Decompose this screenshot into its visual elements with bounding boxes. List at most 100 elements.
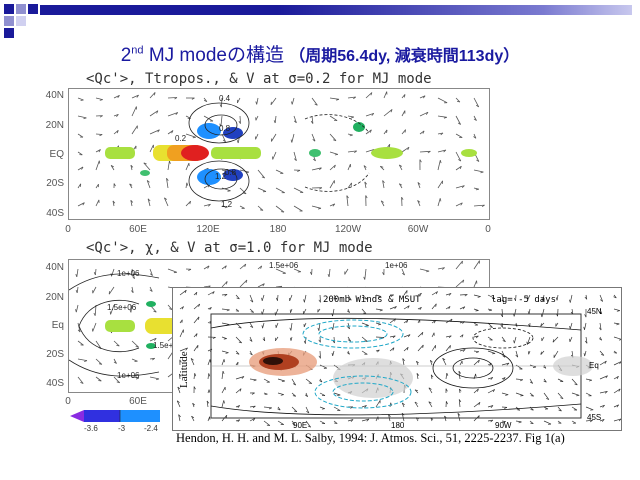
wind-arrow bbox=[203, 203, 211, 207]
wind-arrow-head bbox=[250, 299, 254, 303]
wind-arrow-head bbox=[307, 425, 311, 428]
wind-arrow-head bbox=[541, 297, 544, 302]
wind-arrow bbox=[329, 151, 339, 155]
wind-arrow bbox=[249, 350, 253, 356]
inset-figure: 200mb Winds & MSUT lag= -5 days Latitude… bbox=[172, 287, 622, 431]
wind-arrow bbox=[455, 279, 465, 288]
wind-arrow-head bbox=[116, 344, 120, 347]
wind-arrow bbox=[501, 336, 506, 342]
contour-label: 1e+06 bbox=[385, 261, 408, 270]
wind-arrow bbox=[445, 373, 448, 380]
wind-arrow-head bbox=[599, 338, 602, 341]
wind-arrow-head bbox=[318, 299, 321, 303]
wind-arrow bbox=[113, 376, 120, 384]
wind-arrow-head bbox=[116, 381, 120, 384]
wind-arrow-head bbox=[334, 422, 338, 424]
wind-arrow-head bbox=[206, 400, 210, 404]
wind-arrow bbox=[77, 151, 83, 156]
decor-square bbox=[16, 4, 26, 14]
wind-arrow bbox=[473, 359, 480, 366]
wind-arrow-head bbox=[157, 129, 160, 133]
wind-arrow-head bbox=[82, 202, 85, 206]
wind-arrow bbox=[569, 336, 573, 342]
wind-arrow bbox=[193, 373, 196, 380]
wind-arrow-head bbox=[236, 352, 240, 355]
wind-arrow bbox=[257, 205, 264, 211]
contour-label: 0.8 bbox=[225, 168, 237, 177]
wind-arrow bbox=[167, 112, 178, 117]
wind-arrow-head bbox=[306, 411, 310, 414]
wind-arrow-head bbox=[226, 309, 230, 312]
wind-arrow-head bbox=[99, 99, 103, 101]
wind-arrow bbox=[77, 322, 81, 333]
wind-arrow bbox=[437, 180, 443, 189]
wind-arrow-head bbox=[238, 120, 241, 124]
wind-arrow-head bbox=[291, 101, 293, 105]
wind-arrow-head bbox=[179, 359, 182, 363]
wind-arrow bbox=[365, 129, 372, 135]
wind-arrow bbox=[347, 419, 354, 422]
wind-arrow-head bbox=[294, 158, 297, 161]
wind-arrow-head bbox=[390, 294, 394, 297]
wind-arrow bbox=[513, 336, 517, 344]
wind-arrow bbox=[375, 322, 382, 325]
upper-lat-label: 20S bbox=[46, 178, 64, 189]
wind-arrow bbox=[185, 133, 196, 138]
wind-arrow bbox=[459, 349, 466, 352]
wind-arrow bbox=[613, 308, 620, 311]
wind-arrow bbox=[319, 294, 321, 303]
wind-arrow-head bbox=[98, 380, 102, 382]
wind-arrow-head bbox=[380, 165, 384, 168]
wind-arrow bbox=[613, 375, 619, 380]
wind-arrow bbox=[557, 392, 564, 399]
decor-square bbox=[28, 4, 38, 14]
upper-lon-label: 180 bbox=[269, 224, 287, 235]
wind-arrow bbox=[185, 162, 190, 171]
wind-arrow-head bbox=[236, 140, 239, 144]
wind-arrow-head bbox=[334, 164, 336, 169]
wind-arrow bbox=[401, 268, 405, 276]
wind-arrow bbox=[402, 358, 405, 366]
wind-arrow-head bbox=[260, 209, 264, 211]
upper-lon-label: 0 bbox=[65, 224, 71, 235]
wind-arrow-head bbox=[456, 100, 461, 103]
wind-arrow bbox=[584, 322, 587, 330]
wind-arrow-head bbox=[419, 293, 422, 296]
wind-arrow-head bbox=[500, 314, 503, 318]
wind-arrow bbox=[167, 304, 173, 310]
wind-arrow bbox=[207, 416, 210, 422]
wind-arrow bbox=[149, 337, 157, 342]
wind-arrow-head bbox=[500, 324, 503, 328]
wind-arrow-head bbox=[176, 400, 180, 403]
wind-arrow bbox=[275, 336, 279, 341]
wind-arrow-head bbox=[135, 346, 139, 348]
wind-arrow-head bbox=[194, 373, 197, 377]
wind-arrow bbox=[112, 200, 115, 207]
wind-arrow-head bbox=[132, 276, 135, 279]
wind-arrow-head bbox=[440, 132, 444, 136]
wind-arrow-head bbox=[303, 340, 306, 344]
wind-arrow-head bbox=[388, 144, 391, 148]
wind-arrow bbox=[293, 187, 304, 193]
inset-bottom-label: 90W bbox=[495, 421, 512, 430]
wind-arrow-head bbox=[555, 297, 558, 301]
wind-arrow-head bbox=[198, 316, 200, 320]
wind-arrow-head bbox=[280, 211, 285, 213]
wind-arrow-head bbox=[583, 353, 586, 357]
wind-arrow-head bbox=[475, 188, 479, 191]
wind-arrow bbox=[361, 405, 367, 408]
wind-arrow-head bbox=[490, 377, 494, 380]
wind-arrow bbox=[613, 336, 621, 340]
wind-arrow bbox=[414, 401, 419, 408]
wind-arrow-head bbox=[238, 341, 242, 344]
wind-arrow-head bbox=[502, 421, 506, 423]
wind-arrow-head bbox=[93, 312, 96, 316]
wind-arrow bbox=[149, 92, 156, 99]
wind-arrow-head bbox=[407, 147, 410, 151]
wind-arrow-head bbox=[481, 204, 485, 208]
wind-arrow-head bbox=[378, 323, 382, 326]
wind-arrow bbox=[417, 331, 424, 338]
wind-arrow bbox=[599, 404, 605, 408]
wind-arrow bbox=[146, 180, 151, 189]
wind-arrow bbox=[77, 133, 84, 138]
